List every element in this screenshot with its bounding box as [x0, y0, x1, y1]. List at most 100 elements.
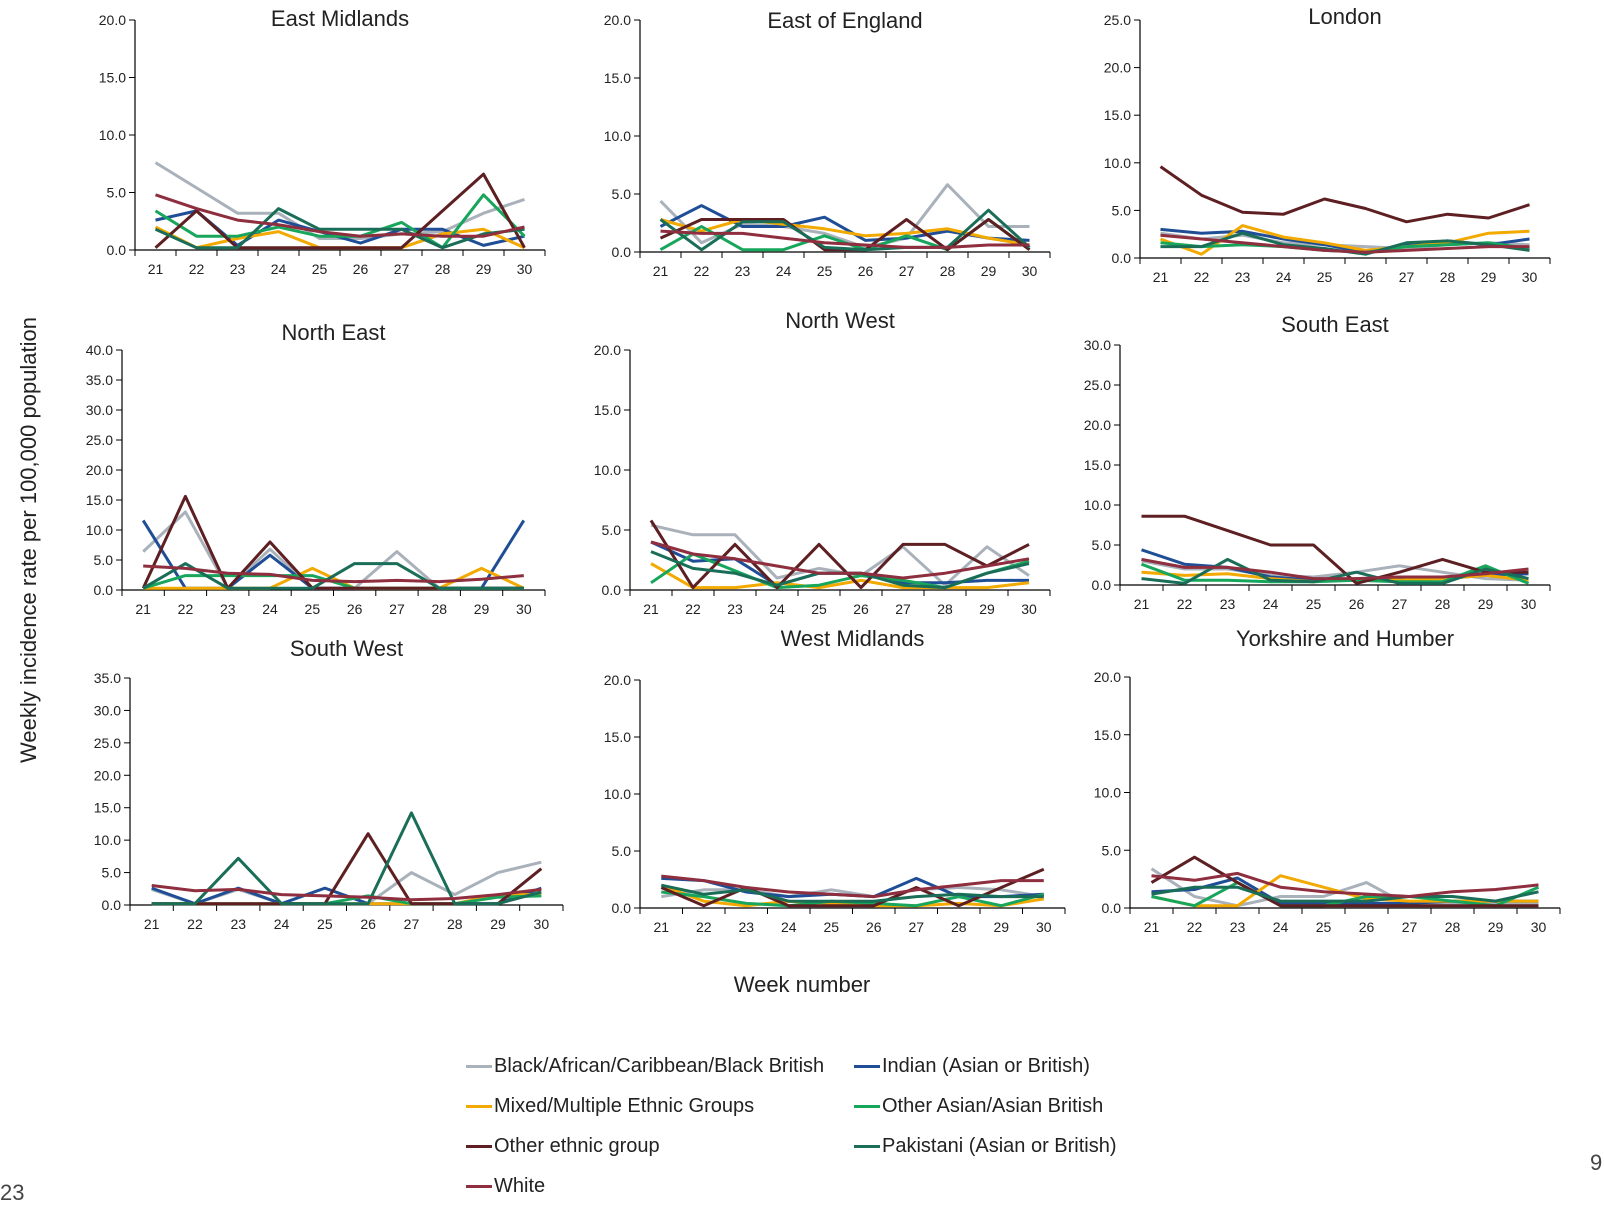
x-tick-label: 29	[476, 261, 492, 277]
panel-title: Yorkshire and Humber	[1236, 626, 1454, 651]
y-tick-label: 40.0	[86, 342, 113, 358]
series-line-white	[661, 874, 1044, 899]
y-tick-label: 30.0	[86, 402, 113, 418]
x-tick-label: 23	[735, 263, 751, 279]
x-tick-label: 25	[305, 601, 321, 617]
x-tick-label: 29	[490, 916, 506, 932]
x-tick-label: 23	[738, 919, 754, 935]
legend-swatch	[854, 1104, 880, 1108]
x-axis-label: Week number	[733, 972, 871, 997]
x-tick-label: 27	[1392, 596, 1408, 612]
legend-swatch	[854, 1144, 880, 1148]
series-line-pakistani-asian-or-british	[1151, 885, 1539, 903]
legend-label: Other ethnic group	[494, 1134, 660, 1157]
legend-label: Mixed/Multiple Ethnic Groups	[494, 1094, 755, 1117]
y-axis-label: Weekly incidence rate per 100,000 popula…	[16, 317, 41, 763]
x-tick-label: 30	[1021, 601, 1037, 617]
legend-item: Other ethnic group	[466, 1132, 660, 1160]
x-tick-label: 24	[1273, 919, 1289, 935]
y-tick-label: 25.0	[94, 735, 121, 751]
x-tick-label: 27	[895, 601, 911, 617]
legend-swatch	[466, 1064, 492, 1068]
legend-swatch	[466, 1104, 492, 1108]
x-tick-label: 22	[1177, 596, 1193, 612]
series-line-black-african-caribbean-black-british	[661, 886, 1045, 899]
series-line-other-ethnic-group	[649, 519, 1030, 590]
y-tick-label: 20.0	[99, 12, 126, 28]
x-tick-label: 21	[144, 916, 160, 932]
series-line-mixed-multiple-ethnic-groups	[143, 566, 525, 590]
series-line-pakistani-asian-or-british	[151, 811, 542, 906]
x-tick-label: 25	[823, 919, 839, 935]
legend-item: Indian (Asian or British)	[854, 1052, 1090, 1080]
x-tick-label: 27	[1402, 919, 1418, 935]
x-tick-label: 28	[940, 263, 956, 279]
x-tick-label: 26	[858, 263, 874, 279]
x-tick-label: 22	[178, 601, 194, 617]
series-line-white	[1151, 871, 1539, 898]
x-tick-label: 27	[899, 263, 915, 279]
x-tick-label: 25	[317, 916, 333, 932]
y-tick-label: 15.0	[1094, 727, 1121, 743]
x-tick-label: 22	[189, 261, 205, 277]
y-tick-label: 5.0	[1112, 202, 1132, 218]
x-tick-label: 22	[187, 916, 203, 932]
panel-title: South East	[1281, 312, 1389, 337]
x-tick-label: 28	[1445, 919, 1461, 935]
y-tick-label: 0.0	[612, 244, 632, 260]
y-tick-label: 15.0	[1104, 107, 1131, 123]
y-tick-label: 20.0	[604, 12, 631, 28]
x-tick-label: 21	[653, 263, 669, 279]
x-tick-label: 24	[1276, 269, 1292, 285]
legend-swatch	[854, 1064, 880, 1068]
x-tick-label: 22	[1187, 919, 1203, 935]
y-tick-label: 10.0	[604, 786, 631, 802]
y-tick-label: 0.0	[602, 582, 622, 598]
x-tick-label: 25	[817, 263, 833, 279]
x-tick-label: 23	[220, 601, 236, 617]
legend-item: Mixed/Multiple Ethnic Groups	[466, 1092, 754, 1120]
x-tick-label: 22	[694, 263, 710, 279]
panel-west-midlands: West Midlands 0.0 5.0 10.0 15.0 20.0 21 22 23 24 2…	[604, 626, 1066, 935]
y-tick-label: 15.0	[594, 402, 621, 418]
x-tick-label: 23	[230, 916, 246, 932]
y-tick-label: 20.0	[94, 767, 121, 783]
legend-swatch	[466, 1184, 492, 1188]
x-tick-label: 29	[1478, 596, 1494, 612]
y-tick-label: 10.0	[94, 832, 121, 848]
y-tick-label: 5.0	[102, 865, 122, 881]
panel-title: North East	[282, 320, 386, 345]
y-tick-label: 5.0	[602, 522, 622, 538]
x-tick-label: 23	[727, 601, 743, 617]
series-line-white	[650, 540, 1030, 580]
x-tick-label: 29	[1488, 919, 1504, 935]
series-line-other-ethnic-group	[151, 832, 543, 906]
x-tick-label: 22	[696, 919, 712, 935]
x-tick-label: 26	[853, 601, 869, 617]
x-tick-label: 27	[1399, 269, 1415, 285]
x-tick-label: 28	[431, 601, 447, 617]
x-tick-label: 26	[353, 261, 369, 277]
y-tick-label: 5.0	[107, 185, 127, 201]
y-tick-label: 35.0	[94, 670, 121, 686]
y-tick-label: 0.0	[107, 242, 127, 258]
panel-title: East of England	[767, 8, 922, 33]
x-tick-label: 30	[1036, 919, 1052, 935]
x-tick-label: 25	[1317, 269, 1333, 285]
x-tick-label: 28	[937, 601, 953, 617]
y-tick-label: 20.0	[1094, 669, 1121, 685]
y-tick-label: 25.0	[1084, 377, 1111, 393]
y-tick-label: 5.0	[1102, 842, 1122, 858]
series-line-other-ethnic-group	[1150, 855, 1539, 908]
x-tick-label: 30	[1022, 263, 1038, 279]
series-line-pakistani-asian-or-british	[660, 883, 1044, 903]
x-tick-label: 23	[1230, 919, 1246, 935]
x-tick-label: 21	[148, 261, 164, 277]
y-tick-label: 20.0	[1084, 417, 1111, 433]
y-tick-label: 10.0	[1084, 497, 1111, 513]
x-tick-label: 25	[312, 261, 328, 277]
x-tick-label: 24	[262, 601, 278, 617]
panel-north-east: North East 0.0 5.0 10.0 15.0 20.0 25.0 30.0 35.0…	[86, 320, 546, 617]
x-tick-label: 24	[1263, 596, 1279, 612]
x-tick-label: 30	[517, 261, 533, 277]
